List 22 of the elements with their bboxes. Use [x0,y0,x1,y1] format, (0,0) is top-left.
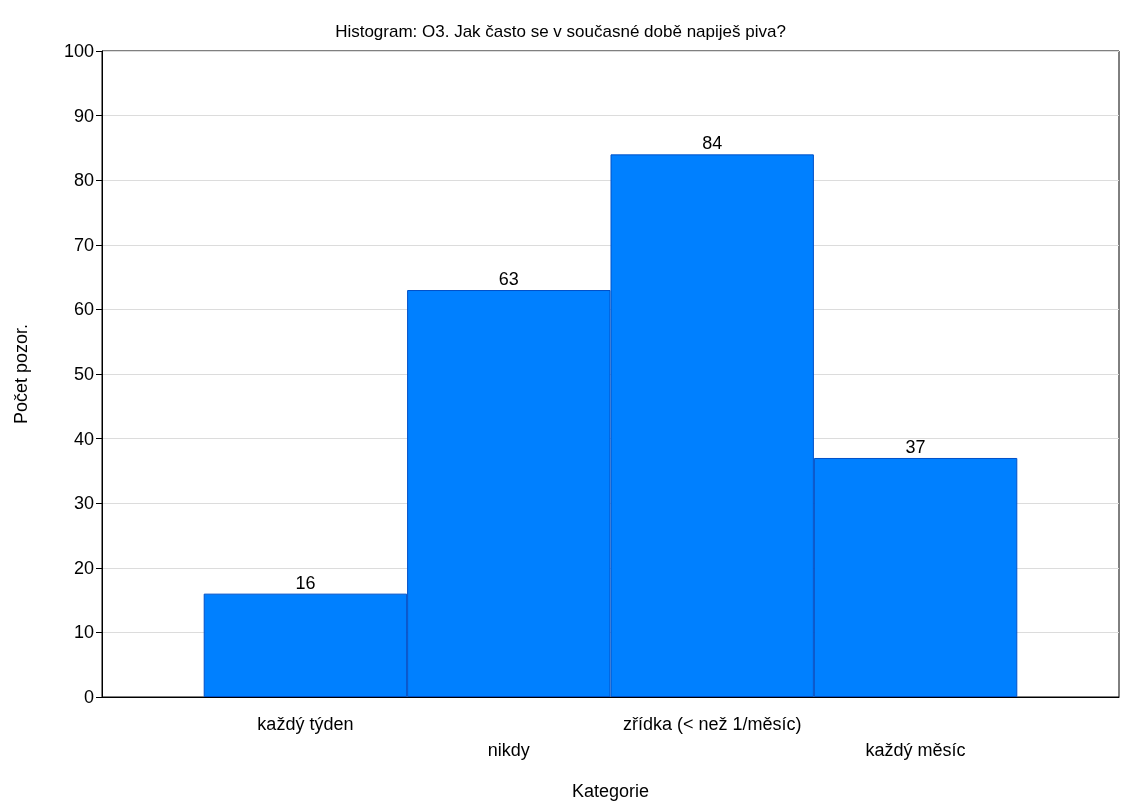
y-tick-label: 50 [73,364,94,384]
y-tick-label: 70 [73,234,94,255]
chart-title: Histogram: O3. Jak často se v současné době napiješ piva? [335,22,786,41]
data-label: 84 [702,133,723,154]
data-label: 63 [498,269,519,290]
data-label: 16 [295,572,316,593]
x-tick-label: nikdy [487,740,530,760]
data-label: 37 [905,436,926,457]
y-tick-label: 30 [73,493,94,514]
y-tick-label: 90 [73,105,94,126]
x-tick-label: každý měsíc [865,740,966,760]
y-tick-label: 20 [73,557,94,578]
y-tick-label: 100 [63,41,94,61]
y-axis-title: Počet pozor. [11,323,31,425]
x-tick-label: každý týden [257,714,354,734]
y-tick-label: 10 [73,622,94,643]
x-axis-title: Kategorie [571,781,650,801]
y-tick-label: 80 [73,170,94,191]
x-tick-label: zřídka (< než 1/měsíc) [622,714,802,734]
y-tick-label: 0 [83,687,94,707]
y-tick-label: 60 [73,299,94,320]
y-tick-label: 40 [73,428,94,449]
